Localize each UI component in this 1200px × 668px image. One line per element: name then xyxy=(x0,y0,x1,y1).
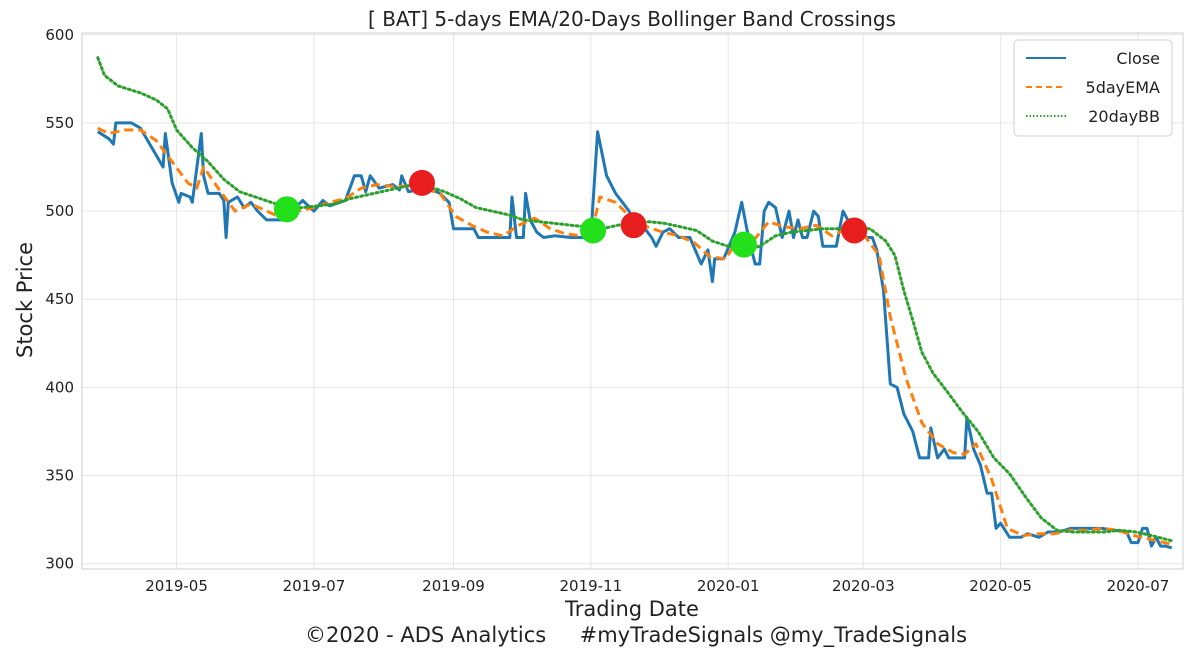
y-tick-label: 350 xyxy=(45,467,74,485)
crossing-signal-marker xyxy=(730,231,757,258)
y-tick-label: 500 xyxy=(45,202,74,220)
y-axis-label: Stock Price xyxy=(13,242,37,358)
series-line-20daybb xyxy=(96,56,1174,543)
crossing-signal-marker xyxy=(580,217,607,244)
plot-area-frame xyxy=(81,32,1184,570)
x-tick-label: 2019-07 xyxy=(283,577,346,595)
x-axis-label: Trading Date xyxy=(564,597,699,621)
crossing-signal-marker xyxy=(273,196,300,223)
grid-lines xyxy=(82,33,1183,569)
x-tick-label: 2019-11 xyxy=(560,577,623,595)
x-tick-label: 2019-09 xyxy=(422,577,485,595)
footer-credit: ©2020 - ADS Analytics #myTradeSignals @m… xyxy=(305,623,967,648)
series-layer xyxy=(96,56,1174,550)
x-tick-label: 2020-01 xyxy=(697,577,760,595)
crossing-signal-marker xyxy=(841,217,868,244)
crossing-signal-marker xyxy=(408,169,435,196)
legend: Close 5dayEMA 20dayBB xyxy=(1013,39,1173,137)
y-tick-label: 550 xyxy=(45,114,74,132)
legend-label-20daybb: 20dayBB xyxy=(1088,107,1160,126)
legend-box xyxy=(1013,39,1173,137)
tick-labels: 300 350 400 450 500 550 600 2019-05 2019-07 2019-… xyxy=(45,26,1169,595)
series-line-close xyxy=(96,121,1173,550)
y-tick-label: 400 xyxy=(45,378,74,396)
x-tick-label: 2020-07 xyxy=(1107,577,1170,595)
y-tick-label: 600 xyxy=(45,26,74,44)
y-tick-label: 450 xyxy=(45,290,74,308)
signals-layer xyxy=(273,169,868,258)
series-line-5dayema xyxy=(97,126,1173,546)
x-tick-label: 2020-03 xyxy=(832,577,895,595)
chart-title: [ BAT] 5-days EMA/20-Days Bollinger Band… xyxy=(368,7,896,31)
y-tick-label: 300 xyxy=(45,555,74,573)
x-tick-label: 2019-05 xyxy=(145,577,208,595)
x-tick-label: 2020-05 xyxy=(969,577,1032,595)
legend-label-close: Close xyxy=(1116,49,1160,68)
crossing-signal-marker xyxy=(620,212,647,239)
legend-label-5dayema: 5dayEMA xyxy=(1086,78,1161,97)
